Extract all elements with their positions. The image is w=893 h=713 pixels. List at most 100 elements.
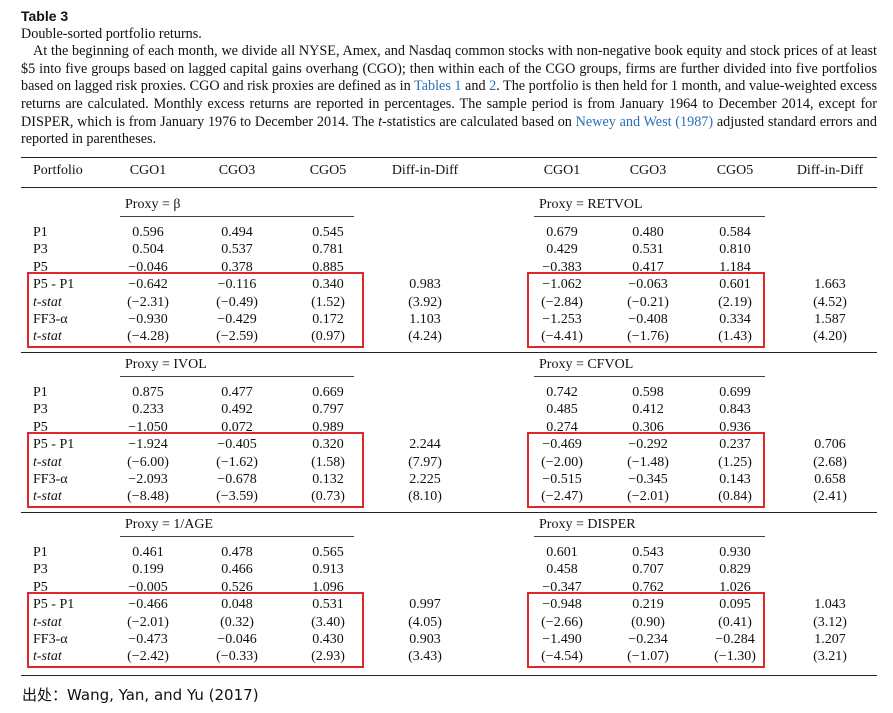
table-cell: (3.92): [408, 294, 442, 310]
row-label: P1: [33, 385, 48, 400]
table-cell: 0.466: [221, 562, 253, 578]
table-cell: 0.526: [221, 579, 253, 595]
table-cell: 0.843: [719, 402, 751, 418]
col-header-portfolio: Portfolio: [33, 163, 83, 178]
table-cell: 0.601: [719, 277, 751, 293]
row-label: t-stat: [33, 489, 62, 505]
desc-part-b: . The portfolio is then held for 1 month…: [21, 78, 877, 130]
col-header: CGO1: [129, 163, 167, 178]
table-cell: (−3.59): [216, 489, 258, 505]
highlight-box: [527, 592, 765, 668]
table-cell: −0.948: [542, 597, 582, 613]
table-cell: 1.587: [814, 312, 846, 327]
table-cell: 0.997: [409, 597, 441, 613]
table-cell: 0.477: [221, 385, 253, 400]
row-label: P5: [33, 419, 48, 435]
table-cell: −0.234: [628, 632, 668, 647]
table-cell: 0.531: [312, 597, 344, 613]
table-cell: 2.225: [409, 472, 441, 487]
table-cell: (3.40): [311, 614, 345, 630]
table-cell: (−4.28): [127, 329, 169, 345]
table-cell: 0.913: [312, 562, 344, 578]
table-cell: 0.143: [719, 472, 751, 487]
source-citation: 出处：Wang, Yan, and Yu (2017): [22, 686, 259, 704]
table-cell: 0.458: [546, 562, 578, 578]
table-cell: 0.545: [312, 225, 344, 240]
table-cell: 0.417: [632, 259, 664, 275]
table-cell: (2.41): [813, 489, 847, 505]
row-label: P5: [33, 579, 48, 595]
link-newey-west[interactable]: Newey and West (1987): [575, 113, 714, 130]
table-cell: 0.478: [221, 545, 253, 560]
row-label: FF3-α: [33, 632, 68, 647]
table-description: At the beginning of each month, we divid…: [21, 43, 877, 149]
table-cell: 0.875: [132, 385, 164, 400]
row-label: t-stat: [33, 454, 62, 470]
table-cell: (−1.48): [627, 454, 669, 470]
row-label: t-stat: [33, 649, 62, 665]
table-cell: −0.046: [217, 632, 257, 647]
table-cell: 0.829: [719, 562, 751, 578]
table-cell: −1.490: [542, 632, 582, 647]
table-cell: −0.405: [217, 437, 257, 453]
row-label: t-stat: [33, 614, 62, 630]
desc-and: and: [461, 78, 490, 95]
table-cell: −0.292: [628, 437, 668, 453]
desc-part-a: At the beginning of each month, we divid…: [21, 43, 877, 95]
row-label: FF3-α: [33, 312, 68, 327]
table-cell: (8.10): [408, 489, 442, 505]
table-cell: −0.063: [628, 277, 668, 293]
table-cell: 1.103: [409, 312, 441, 327]
table-cell: (4.20): [813, 329, 847, 345]
row-label: P3: [33, 562, 48, 578]
table-cell: (−0.21): [627, 294, 669, 310]
table-cell: −1.062: [542, 277, 582, 293]
table-cell: 0.274: [546, 419, 578, 435]
table-cell: (0.84): [718, 489, 752, 505]
proxy-underline: [120, 376, 354, 377]
row-label: t-stat: [33, 294, 62, 310]
table-cell: (−4.41): [541, 329, 583, 345]
proxy-underline: [534, 376, 765, 377]
table-cell: −1.050: [128, 419, 168, 435]
col-header: CGO5: [309, 163, 347, 178]
table-cell: 0.320: [312, 437, 344, 453]
col-header: CGO3: [629, 163, 667, 178]
table-cell: −0.345: [628, 472, 668, 487]
table-cell: 0.095: [719, 597, 751, 613]
table-cell: 0.565: [312, 545, 344, 560]
table-cell: 0.378: [221, 259, 253, 275]
table-cell: 0.531: [632, 242, 664, 258]
table-cell: 0.199: [132, 562, 164, 578]
row-label: P5: [33, 259, 48, 275]
table-cell: (3.43): [408, 649, 442, 665]
table-cell: 0.072: [221, 419, 253, 435]
bottom-rule: [21, 675, 877, 676]
header-rule: [21, 187, 877, 188]
table-cell: (−1.07): [627, 649, 669, 665]
table-cell: (4.05): [408, 614, 442, 630]
table-cell: 0.412: [632, 402, 664, 418]
proxy-label: Proxy = RETVOL: [539, 197, 643, 212]
table-cell: 0.658: [814, 472, 846, 487]
table-cell: −0.473: [128, 632, 168, 647]
proxy-label: Proxy = DISPER: [539, 517, 636, 532]
col-header: Diff-in-Diff: [391, 163, 459, 178]
table-cell: −0.678: [217, 472, 257, 487]
row-label: P3: [33, 242, 48, 258]
highlight-box: [27, 592, 364, 668]
link-table-2[interactable]: 2: [489, 78, 497, 95]
table-cell: −0.515: [542, 472, 582, 487]
table-cell: (−6.00): [127, 454, 169, 470]
proxy-underline: [120, 216, 354, 217]
table-cell: −0.005: [128, 579, 168, 595]
link-tables-1[interactable]: Tables 1: [414, 78, 462, 95]
desc-part-d: adjusted standard errors and reported in…: [21, 113, 877, 148]
table-cell: 0.584: [719, 225, 751, 240]
row-label: P5 - P1: [33, 277, 75, 293]
table-cell: 0.480: [632, 225, 664, 240]
table-cell: 0.485: [546, 402, 578, 418]
table-cell: 0.172: [312, 312, 344, 327]
table-cell: (−1.30): [714, 649, 756, 665]
table-cell: −0.642: [128, 277, 168, 293]
